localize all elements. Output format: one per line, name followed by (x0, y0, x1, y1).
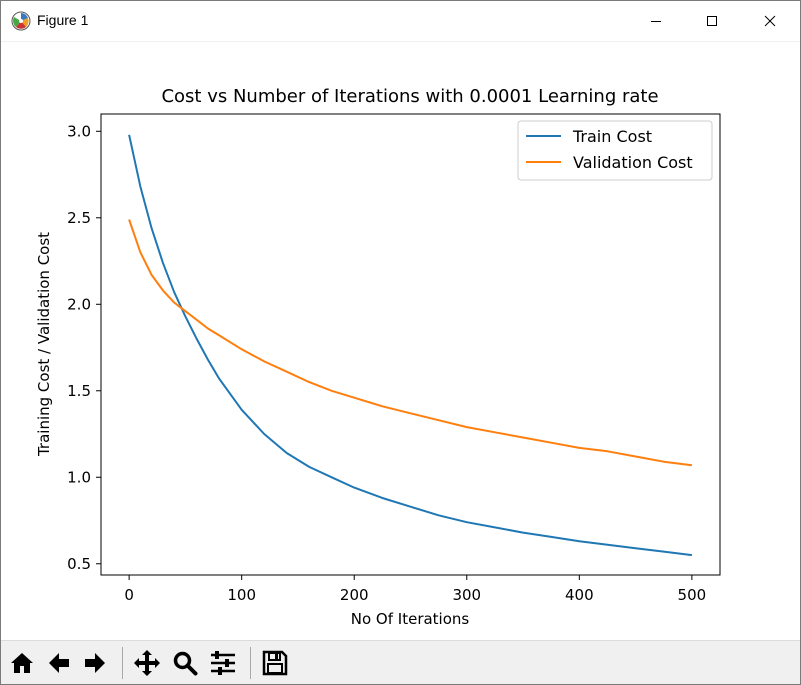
y-tick-label: 1.0 (67, 468, 91, 486)
y-tick-label: 1.5 (67, 382, 91, 400)
maximize-icon (707, 16, 717, 26)
chart-title: Cost vs Number of Iterations with 0.0001… (161, 86, 658, 107)
y-tick-label: 0.5 (67, 555, 91, 573)
y-axis-label: Training Cost / Validation Cost (35, 232, 53, 457)
pan-icon (134, 650, 160, 676)
zoom-button[interactable] (169, 647, 201, 679)
x-tick-label: 0 (124, 586, 134, 604)
x-tick-label: 500 (678, 586, 707, 604)
navigation-toolbar (1, 640, 800, 684)
series-line-train-cost (128, 134, 693, 557)
forward-icon (85, 653, 105, 673)
x-tick-label: 300 (452, 586, 481, 604)
save-button[interactable] (259, 647, 291, 679)
minimize-button[interactable] (628, 1, 684, 41)
minimize-icon (651, 21, 661, 22)
pan-button[interactable] (131, 647, 163, 679)
y-tick-label: 2.0 (67, 295, 91, 313)
x-axis-label: No Of Iterations (351, 610, 470, 628)
x-tick-label: 100 (227, 586, 256, 604)
legend-box (517, 120, 713, 181)
toolbar-separator (250, 647, 251, 679)
back-button[interactable] (43, 647, 75, 679)
legend: Train Cost Validation Cost (517, 120, 713, 181)
forward-button[interactable] (79, 647, 111, 679)
legend-label-validation-cost: Validation Cost (573, 153, 693, 172)
window-title: Figure 1 (37, 12, 89, 28)
home-button[interactable] (6, 647, 38, 679)
toolbar-separator (122, 647, 123, 679)
matplotlib-logo-icon (11, 11, 31, 31)
x-tick-label: 200 (340, 586, 369, 604)
maximize-button[interactable] (684, 1, 740, 41)
plot-canvas[interactable]: Cost vs Number of Iterations with 0.0001… (1, 42, 800, 640)
plot-frame (100, 113, 721, 576)
configure-subplots-icon (211, 651, 235, 675)
line-chart: Cost vs Number of Iterations with 0.0001… (35, 86, 721, 628)
configure-subplots-button[interactable] (207, 647, 239, 679)
legend-label-train-cost: Train Cost (572, 127, 652, 146)
save-icon (262, 650, 288, 676)
close-button[interactable] (742, 1, 798, 41)
zoom-icon (173, 651, 198, 676)
y-tick-label: 2.5 (67, 209, 91, 227)
x-tick-label: 400 (565, 586, 594, 604)
series-line-validation-cost (128, 219, 693, 467)
y-tick-label: 3.0 (67, 122, 91, 140)
home-icon (11, 653, 33, 673)
back-icon (49, 653, 69, 673)
title-bar[interactable]: Figure 1 (1, 1, 800, 42)
close-icon (764, 15, 776, 27)
